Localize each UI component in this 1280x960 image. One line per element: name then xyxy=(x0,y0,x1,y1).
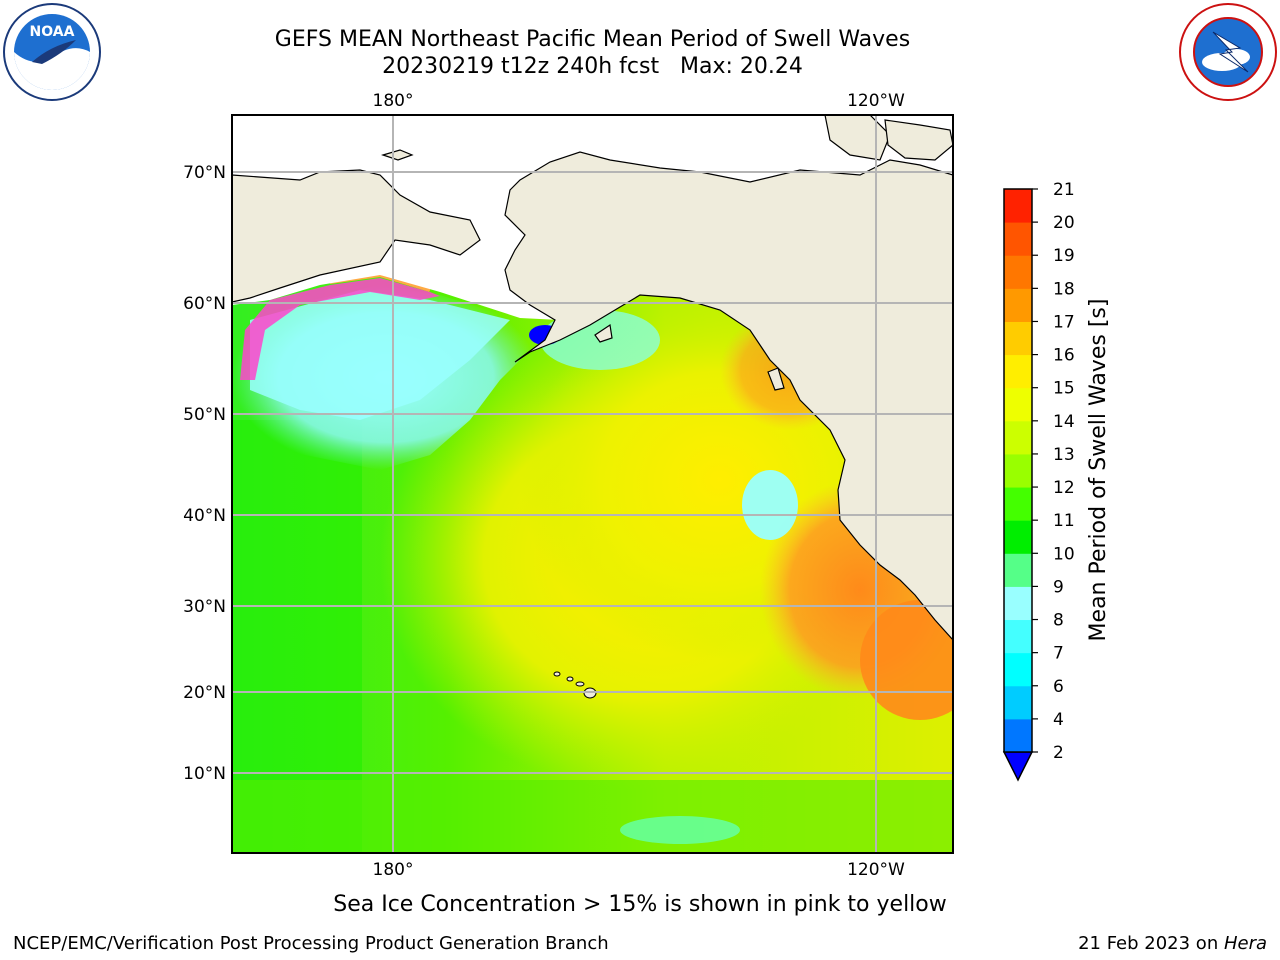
colorbar-tick-label: 20 xyxy=(1053,213,1075,233)
lat-label-30n: 30°N xyxy=(183,597,226,617)
noaa-logo-text: NOAA xyxy=(30,24,75,40)
colorbar-segment xyxy=(1004,288,1032,322)
colorbar-tick-label: 7 xyxy=(1053,644,1064,664)
land-arctic-islands xyxy=(824,115,891,161)
land-vancouver-island xyxy=(767,367,785,391)
colorbar-segment xyxy=(1004,321,1032,356)
lon-label-top-180: 180° xyxy=(373,91,414,111)
lat-label-60n: 60°N xyxy=(183,294,226,314)
sea-ice-note: Sea Ice Concentration > 15% is shown in … xyxy=(333,892,947,917)
colorbar-segment xyxy=(1004,487,1032,521)
colorbar-extend-triangle xyxy=(1002,751,1034,782)
lat-label-70n: 70°N xyxy=(183,163,226,183)
lon-label-top-120w: 120°W xyxy=(847,91,905,111)
colorbar-segment xyxy=(1004,387,1032,422)
footer-credit: NCEP/EMC/Verification Post Processing Pr… xyxy=(13,933,609,954)
footer-date: 21 Feb 2023 on Hera xyxy=(1078,933,1267,954)
colorbar-segment xyxy=(1004,420,1032,455)
colorbar-segment xyxy=(1004,354,1032,389)
colorbar-tick-label: 13 xyxy=(1053,445,1075,465)
noaa-logo: NOAA xyxy=(3,3,101,101)
colorbar-tick-label: 9 xyxy=(1053,577,1064,597)
chart-title-line1: GEFS MEAN Northeast Pacific Mean Period … xyxy=(274,27,911,52)
chart-title-line2: 20230219 t12z 240h fcst Max: 20.24 xyxy=(382,54,803,79)
graticule xyxy=(232,115,953,853)
colorbar-tick-label: 12 xyxy=(1053,478,1075,498)
colorbar-segment xyxy=(1004,685,1032,720)
land-siberia xyxy=(232,169,481,303)
map-frame xyxy=(231,114,954,854)
lat-label-50n: 50°N xyxy=(183,405,226,425)
colorbar-segment xyxy=(1004,619,1032,654)
lat-label-20n: 20°N xyxy=(183,683,226,703)
colorbar-tick-label: 17 xyxy=(1053,312,1075,332)
colorbar-segment xyxy=(1004,255,1032,289)
nws-logo xyxy=(1179,3,1277,101)
colorbar: 2 4 6 7 8 9 10 11 12 13 14 15 16 17 18 19 20 21 xyxy=(1002,180,1075,782)
colorbar-tick-label: 19 xyxy=(1053,246,1075,266)
swell-period-9-cell xyxy=(742,470,798,540)
colorbar-tick-label: 8 xyxy=(1053,611,1064,631)
colorbar-segment xyxy=(1004,222,1032,256)
lon-label-bottom-120w: 120°W xyxy=(847,860,905,880)
colorbar-tick-label: 6 xyxy=(1053,677,1064,697)
footer-date-text: 21 Feb 2023 on xyxy=(1078,933,1224,954)
map-field xyxy=(232,115,953,853)
footer-machine-name: Hera xyxy=(1223,933,1267,954)
colorbar-tick-label: 21 xyxy=(1053,180,1075,200)
colorbar-tick-label: 11 xyxy=(1053,511,1075,531)
colorbar-segment xyxy=(1004,189,1032,223)
colorbar-label: Mean Period of Swell Waves [s] xyxy=(1086,299,1111,642)
colorbar-tick-label: 16 xyxy=(1053,346,1075,366)
colorbar-tick-label: 14 xyxy=(1053,412,1075,432)
colorbar-tick-label: 2 xyxy=(1053,743,1064,763)
colorbar-tick-label: 10 xyxy=(1053,544,1075,564)
colorbar-frame xyxy=(1003,188,1033,753)
colorbar-tick-label: 15 xyxy=(1053,379,1075,399)
lat-label-10n: 10°N xyxy=(183,764,226,784)
colorbar-segment xyxy=(1004,718,1032,753)
colorbar-tick-label: 4 xyxy=(1053,710,1064,730)
colorbar-segment xyxy=(1004,453,1032,488)
lat-label-40n: 40°N xyxy=(183,506,226,526)
colorbar-tick-label: 18 xyxy=(1053,279,1075,299)
colorbar-segment xyxy=(1004,553,1032,587)
colorbar-segment xyxy=(1004,652,1032,687)
colorbar-segment xyxy=(1004,520,1032,554)
lon-label-bottom-180: 180° xyxy=(373,860,414,880)
hawaiian-islands xyxy=(553,671,597,699)
colorbar-segment xyxy=(1004,586,1032,621)
